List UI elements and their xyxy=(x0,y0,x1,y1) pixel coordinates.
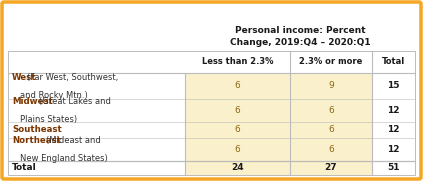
Text: 6: 6 xyxy=(235,106,240,115)
Text: Plains States): Plains States) xyxy=(20,115,77,124)
Text: Total: Total xyxy=(12,163,37,172)
Text: Total: Total xyxy=(382,58,405,66)
Text: 12: 12 xyxy=(387,106,400,115)
FancyBboxPatch shape xyxy=(2,2,421,179)
Text: 9: 9 xyxy=(328,81,334,90)
Text: (Great Lakes and: (Great Lakes and xyxy=(38,97,110,106)
Text: Southeast: Southeast xyxy=(12,125,62,134)
Text: 6: 6 xyxy=(235,125,240,134)
Text: 12: 12 xyxy=(387,125,400,134)
Text: 6: 6 xyxy=(328,125,334,134)
Text: New England States): New England States) xyxy=(20,154,108,163)
Text: Less than 2.3%: Less than 2.3% xyxy=(202,58,273,66)
Text: 27: 27 xyxy=(325,163,337,172)
Text: 6: 6 xyxy=(328,145,334,154)
Text: 2.3% or more: 2.3% or more xyxy=(299,58,363,66)
Text: West: West xyxy=(12,73,36,82)
Text: 6: 6 xyxy=(235,145,240,154)
Text: Midwest: Midwest xyxy=(12,97,53,106)
Text: 6: 6 xyxy=(235,81,240,90)
Text: Northeast: Northeast xyxy=(12,136,61,146)
Text: 6: 6 xyxy=(328,106,334,115)
Text: Personal income: Percent
Change, 2019:Q4 – 2020:Q1: Personal income: Percent Change, 2019:Q4… xyxy=(230,26,370,47)
Text: (Far West, Southwest,: (Far West, Southwest, xyxy=(27,73,118,82)
Bar xyxy=(185,73,372,175)
Text: and Rocky Mtn.): and Rocky Mtn.) xyxy=(20,91,88,100)
Text: (Mideast and: (Mideast and xyxy=(46,136,101,146)
Text: 24: 24 xyxy=(231,163,244,172)
Text: 51: 51 xyxy=(387,163,400,172)
Bar xyxy=(8,51,415,175)
Text: 12: 12 xyxy=(387,145,400,154)
Text: 15: 15 xyxy=(387,81,400,90)
